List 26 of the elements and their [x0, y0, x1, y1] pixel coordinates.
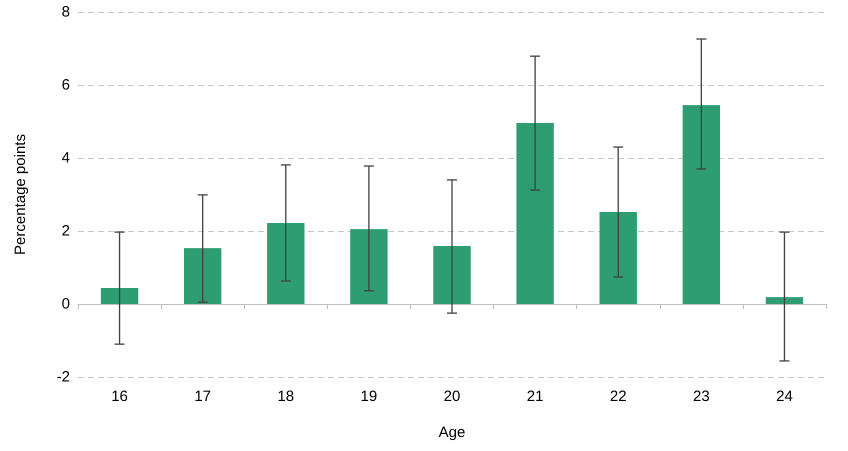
x-tick-label: 22: [610, 388, 627, 405]
y-tick-label: 8: [62, 4, 70, 20]
x-tick-label: 20: [444, 388, 460, 405]
x-tick-label: 16: [111, 388, 128, 405]
x-tick-label: 19: [360, 388, 378, 405]
bar: [600, 212, 637, 304]
x-tick-label: 17: [194, 388, 212, 405]
bar: [433, 246, 471, 304]
y-tick-label: -2: [56, 368, 70, 386]
bar: [766, 297, 804, 304]
x-tick-label: 21: [526, 388, 544, 405]
y-axis-title: Percentage points: [12, 134, 29, 255]
bar: [184, 248, 222, 304]
x-tick-label: 23: [692, 388, 710, 405]
y-tick-label: 2: [62, 222, 70, 240]
x-tick-label: 18: [277, 388, 294, 405]
bar: [100, 288, 138, 304]
bar: [516, 122, 554, 304]
bar: [267, 222, 304, 304]
y-tick-label: 4: [62, 150, 70, 166]
y-tick-label: 6: [62, 76, 70, 94]
y-tick-label: 0: [62, 296, 70, 312]
bar: [682, 105, 720, 304]
x-axis-title: Age: [438, 424, 466, 441]
x-tick-label: 24: [776, 388, 793, 405]
bar: [350, 229, 388, 304]
